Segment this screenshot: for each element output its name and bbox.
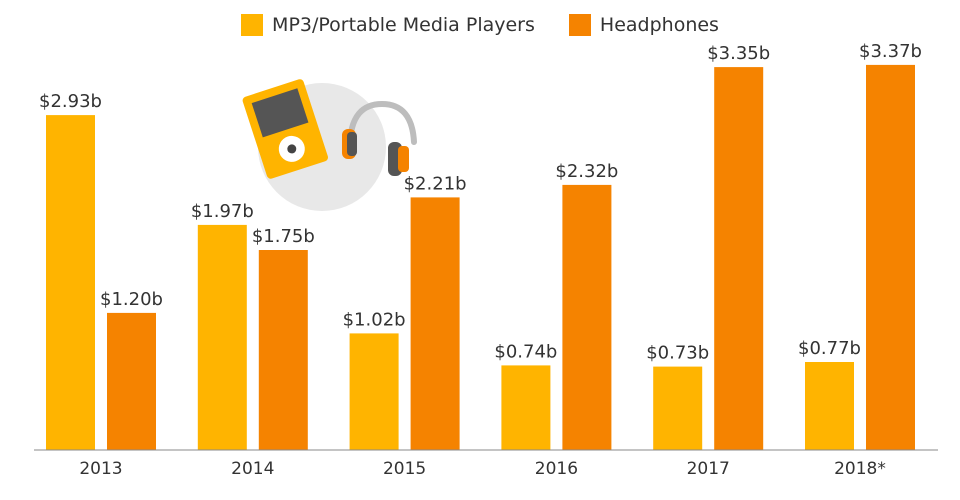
data-label-mp3-2014: $1.97b [191, 201, 254, 222]
legend-swatch-mp3 [241, 14, 264, 36]
data-label-mp3-2016: $0.74b [494, 341, 557, 362]
legend-label-headphones: Headphones [599, 14, 719, 36]
legend: MP3/Portable Media Players Headphones [0, 14, 960, 36]
bar-mp3-2018 [805, 362, 854, 450]
data-label-headphones-2018: $3.37b [859, 41, 922, 62]
data-label-mp3-2018: $0.77b [798, 338, 861, 359]
data-label-mp3-2017: $0.73b [646, 343, 709, 364]
bars [46, 64, 915, 451]
x-tick-label-2015: 2015 [383, 459, 426, 479]
legend-label-mp3: MP3/Portable Media Players [272, 14, 535, 36]
bar-headphones-2015 [410, 197, 460, 450]
bar-headphones-2014 [258, 250, 308, 450]
bar-mp3-2013 [46, 115, 95, 450]
bar-headphones-2018 [866, 64, 915, 451]
legend-item-mp3: MP3/Portable Media Players [241, 14, 535, 36]
x-tick-label-2013: 2013 [79, 459, 122, 479]
legend-item-headphones: Headphones [568, 14, 719, 36]
data-label-mp3-2013: $2.93b [39, 91, 102, 112]
bar-mp3-2017 [653, 366, 703, 450]
x-tick-label-2017: 2017 [687, 459, 730, 479]
data-label-headphones-2017: $3.35b [707, 43, 770, 64]
mp3-player-icon [242, 79, 328, 179]
bar-mp3-2014 [197, 224, 247, 450]
bar-headphones-2013 [107, 312, 156, 450]
data-label-mp3-2015: $1.02b [343, 309, 406, 330]
data-label-headphones-2016: $2.32b [555, 161, 618, 182]
legend-swatch-headphones [568, 14, 591, 36]
data-label-headphones-2014: $1.75b [252, 226, 315, 247]
data-label-headphones-2013: $1.20b [100, 289, 163, 310]
bar-labels: $2.93b $1.20b $1.97b $1.75b $1.02b $2.21b $0.7… [39, 41, 922, 364]
x-tick-label-2016: 2016 [535, 459, 578, 479]
bar-headphones-2017 [714, 67, 764, 450]
x-tick-label-2014: 2014 [231, 459, 274, 479]
bar-mp3-2015 [349, 333, 399, 450]
x-tick-labels: 2013 2014 2015 2016 2017 2018* [79, 459, 886, 479]
illustration [242, 79, 417, 211]
bar-mp3-2016 [501, 365, 551, 450]
x-tick-label-2018: 2018* [834, 459, 886, 479]
headphones-icon [342, 100, 417, 176]
bar-headphones-2016 [562, 184, 612, 450]
data-label-headphones-2015: $2.21b [404, 173, 467, 194]
